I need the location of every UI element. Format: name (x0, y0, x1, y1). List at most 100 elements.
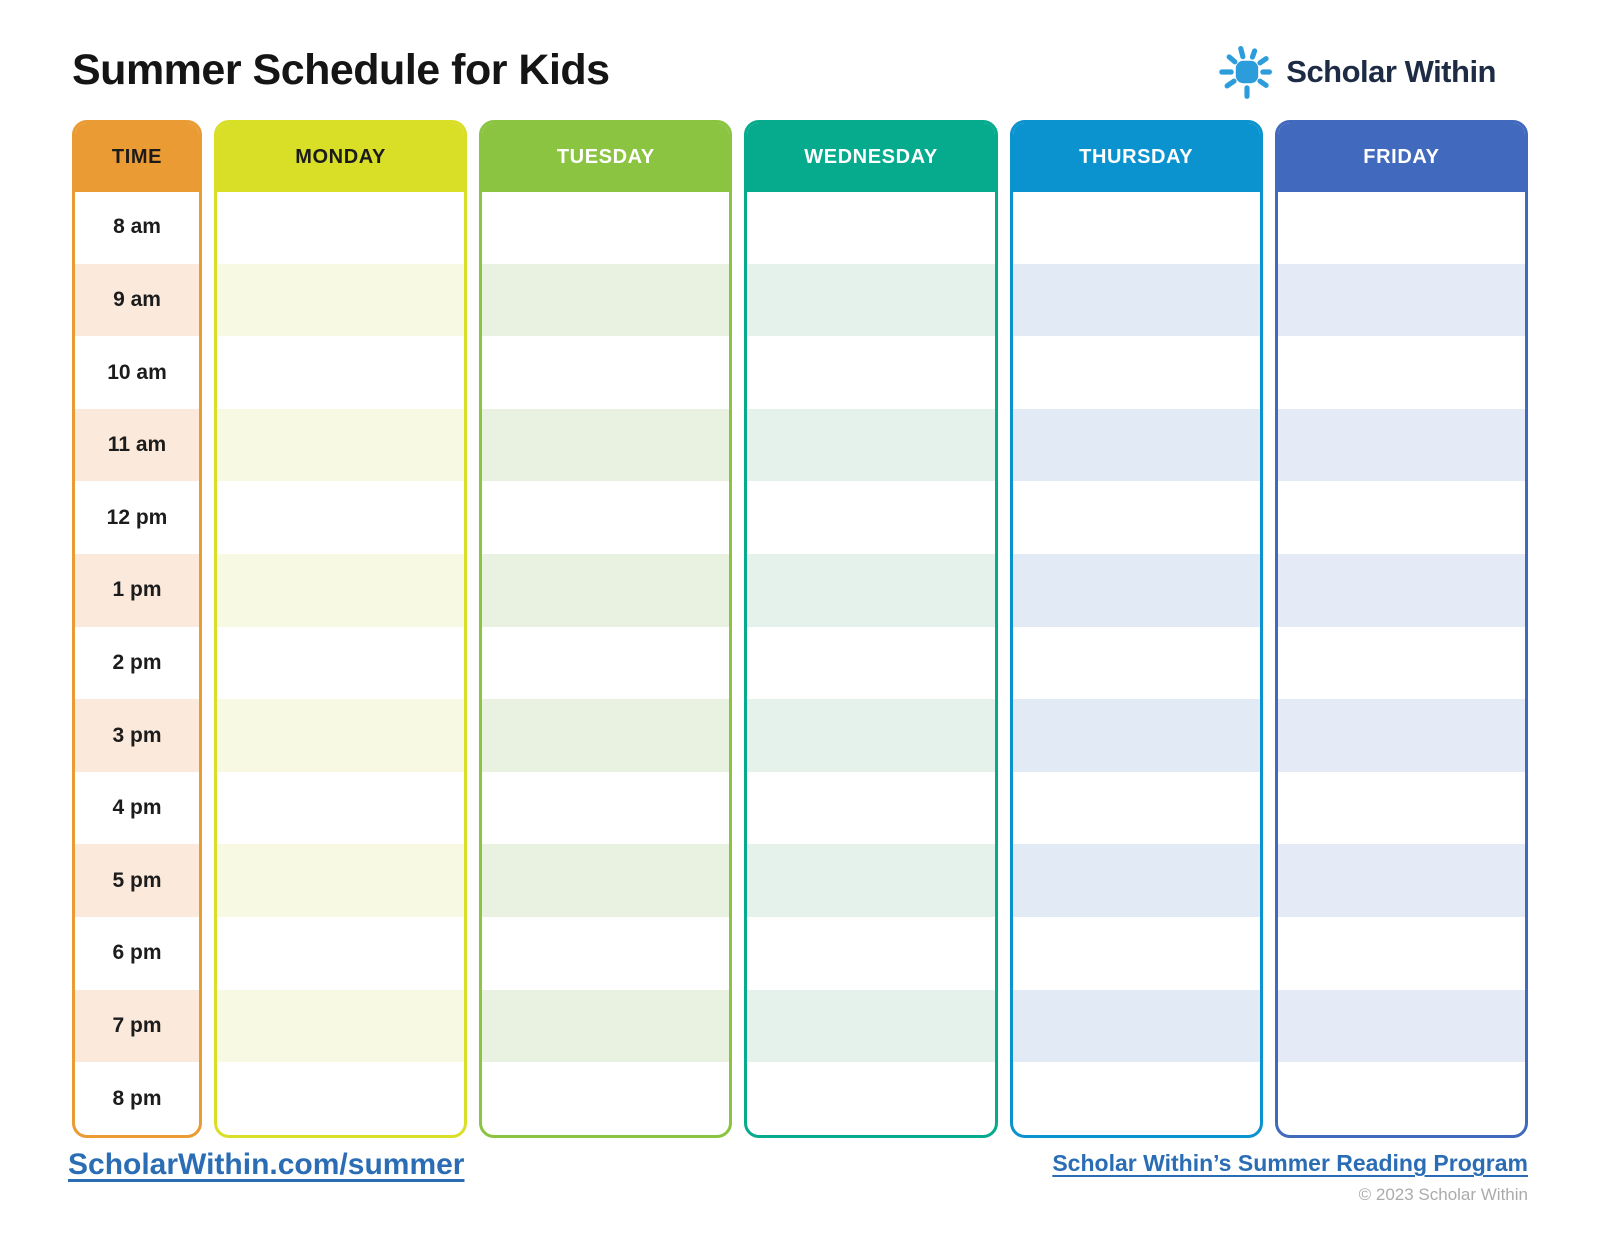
schedule-cell (1012, 554, 1260, 627)
brand-logo: Scholar Within (1219, 44, 1496, 100)
time-row: 1 pm (75, 554, 199, 627)
time-row: 12 pm (75, 481, 199, 554)
schedule-cell (1277, 699, 1526, 772)
time-label: 6 pm (112, 941, 162, 965)
schedule-cell (747, 917, 994, 990)
reading-program-link[interactable]: Scholar Within’s Summer Reading Program (1052, 1150, 1528, 1176)
time-label: 10 am (107, 360, 167, 384)
column-header: FRIDAY (1277, 123, 1526, 192)
summer-url-link[interactable]: ScholarWithin.com/summer (68, 1148, 465, 1181)
column-header: MONDAY (217, 123, 465, 192)
time-row: 7 pm (75, 989, 199, 1063)
column-header: WEDNESDAY (747, 123, 995, 192)
schedule-cell (1013, 627, 1260, 700)
schedule-cell (482, 627, 729, 700)
schedule-cell (482, 554, 730, 627)
day-column-tuesday: TUESDAY (479, 120, 733, 1138)
time-row: 6 pm (75, 917, 199, 990)
column-rows (1277, 191, 1526, 1135)
time-label: 11 am (107, 433, 167, 457)
schedule-cell (217, 481, 464, 554)
schedule-cell (747, 699, 995, 772)
schedule-cell (1013, 336, 1260, 409)
schedule-cell (1278, 1062, 1525, 1135)
schedule-cell (482, 917, 729, 990)
schedule-cell (217, 554, 465, 627)
column-header: TIME (75, 123, 199, 192)
schedule-cell (217, 844, 465, 918)
time-label: 12 pm (106, 505, 168, 529)
column-rows (1012, 191, 1260, 1135)
column-header: TUESDAY (482, 123, 730, 192)
time-label: 1 pm (112, 578, 162, 602)
schedule-cell (482, 844, 730, 918)
time-label: 3 pm (112, 723, 162, 747)
time-row: 8 pm (75, 1062, 199, 1135)
time-row: 8 am (75, 191, 199, 264)
schedule-cell (1278, 336, 1525, 409)
schedule-cell (482, 1062, 729, 1135)
schedule-cell (217, 191, 464, 264)
schedule-cell (482, 263, 730, 337)
time-label: 5 pm (112, 868, 162, 892)
schedule-cell (217, 699, 465, 772)
schedule-cell (747, 627, 994, 700)
schedule-cell (482, 772, 729, 845)
schedule-cell (482, 191, 729, 264)
schedule-cell (1277, 844, 1526, 918)
schedule-cell (1278, 481, 1525, 554)
time-row: 5 pm (75, 844, 199, 918)
schedule-cell (1012, 263, 1260, 337)
schedule-cell (1278, 772, 1525, 845)
schedule-cell (482, 336, 729, 409)
day-column-monday: MONDAY (214, 120, 468, 1138)
day-column-thursday: THURSDAY (1009, 120, 1263, 1138)
time-label: 2 pm (112, 650, 162, 674)
schedule-cell (482, 408, 730, 482)
time-row: 11 am (75, 408, 199, 482)
schedule-cell (217, 408, 465, 482)
schedule-cell (747, 191, 994, 264)
schedule-cell (217, 772, 464, 845)
schedule-cell (747, 481, 994, 554)
schedule-cell (747, 336, 994, 409)
column-header: THURSDAY (1012, 123, 1260, 192)
schedule-cell (482, 989, 730, 1063)
schedule-cell (1013, 191, 1260, 264)
time-column: TIME 8 am 9 am 10 am 11 am 12 pm 1 pm 2 pm 3 pm 4… (72, 120, 202, 1138)
schedule-cell (1278, 627, 1525, 700)
schedule-cell (217, 1062, 464, 1135)
schedule-cell (1278, 191, 1525, 264)
day-column-friday: FRIDAY (1274, 120, 1529, 1138)
time-label: 9 am (113, 287, 161, 311)
column-rows (747, 191, 995, 1135)
time-row: 4 pm (75, 772, 199, 845)
sun-icon (1219, 44, 1275, 100)
schedule-cell (1012, 989, 1260, 1063)
schedule-cell (217, 263, 465, 337)
column-rows (217, 191, 465, 1135)
schedule-cell (1277, 408, 1526, 482)
time-row: 3 pm (75, 699, 199, 772)
schedule-cell (1013, 917, 1260, 990)
schedule-cell (747, 554, 995, 627)
schedule-cell (1013, 1062, 1260, 1135)
schedule-cell (747, 844, 995, 918)
time-row: 10 am (75, 336, 199, 409)
schedule-cell (217, 336, 464, 409)
schedule-cell (1012, 844, 1260, 918)
schedule-cell (747, 772, 994, 845)
schedule-cell (482, 699, 730, 772)
schedule-cell (1277, 263, 1526, 337)
schedule-cell (747, 1062, 994, 1135)
schedule-cell (482, 481, 729, 554)
time-row: 9 am (75, 263, 199, 337)
time-label: 7 pm (112, 1014, 162, 1037)
day-column-wednesday: WEDNESDAY (744, 120, 998, 1138)
footer-right: Scholar Within’s Summer Reading Program … (1052, 1150, 1528, 1205)
schedule-cell (217, 989, 465, 1063)
schedule-cell (1277, 989, 1526, 1063)
schedule-cell (747, 989, 995, 1063)
schedule-cell (217, 627, 464, 700)
schedule-cell (747, 408, 995, 482)
